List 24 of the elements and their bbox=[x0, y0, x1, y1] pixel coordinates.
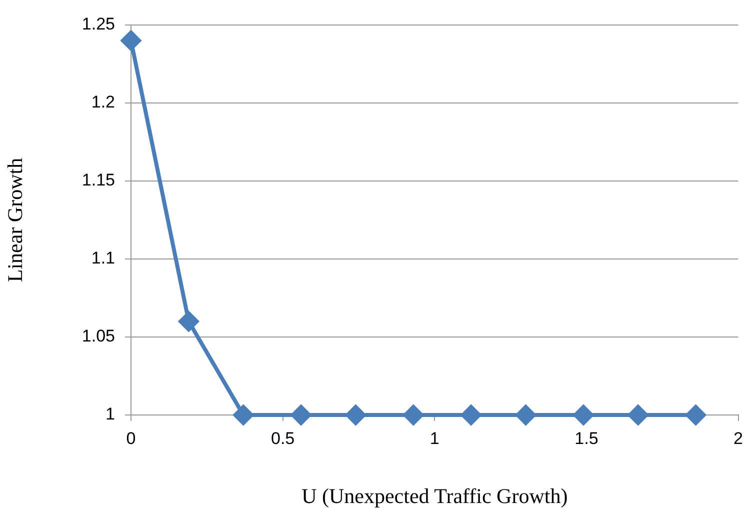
x-tick-label: 0.5 bbox=[271, 428, 295, 448]
x-axis-title: U (Unexpected Traffic Growth) bbox=[302, 484, 568, 508]
y-tick-label: 1.2 bbox=[91, 92, 115, 112]
point bbox=[628, 405, 648, 425]
y-tick-label: 1.05 bbox=[82, 326, 115, 346]
point bbox=[686, 405, 706, 425]
y-tick-label: 1.25 bbox=[82, 14, 115, 34]
point bbox=[291, 405, 312, 425]
point bbox=[346, 405, 366, 425]
y-tick-label: 1.1 bbox=[91, 248, 115, 268]
x-tick-label: 1.5 bbox=[574, 428, 598, 448]
point bbox=[516, 405, 536, 425]
point bbox=[403, 405, 424, 425]
x-tick-label: 2 bbox=[734, 428, 744, 448]
point bbox=[573, 405, 594, 425]
y-tick-label: 1.15 bbox=[82, 170, 115, 190]
x-tick-label: 0 bbox=[126, 428, 136, 448]
point bbox=[121, 30, 141, 51]
y-tick-label: 1 bbox=[106, 404, 115, 424]
y-axis-title: Linear Growth bbox=[3, 157, 28, 282]
x-tick-label: 1 bbox=[430, 428, 440, 448]
point bbox=[233, 405, 254, 425]
point bbox=[461, 405, 482, 425]
point bbox=[178, 311, 199, 332]
